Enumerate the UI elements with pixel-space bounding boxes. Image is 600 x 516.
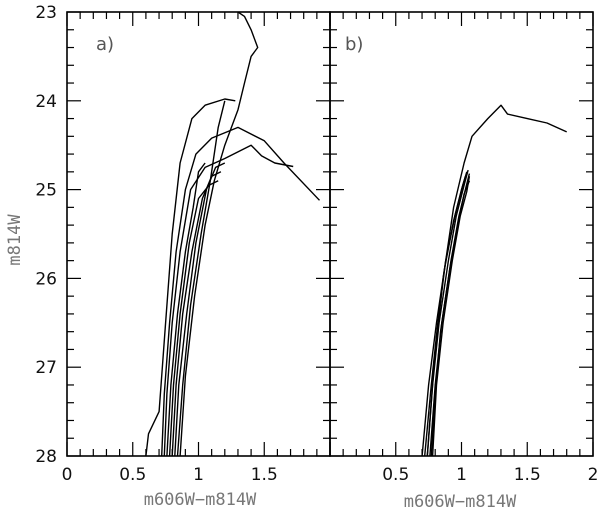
x-tick-label: 2	[588, 465, 599, 485]
x-tick-label: 1	[456, 465, 467, 485]
isochrone-line-a-6	[174, 162, 226, 456]
isochrone-line-b-5	[421, 176, 467, 456]
x-tick-label: 1.5	[251, 465, 278, 485]
isochrone-line-a-7	[176, 100, 226, 456]
x-axis-label-b: m606W−m814W	[404, 492, 517, 512]
x-tick-label: 0	[62, 465, 73, 485]
plot-frame-b	[329, 11, 594, 457]
panel-b-label: b)	[345, 34, 363, 55]
panel-a: 0 0.5 1 1.5 23 24 25 26 27 28	[35, 3, 331, 485]
isochrone-line-b-6	[430, 180, 471, 456]
y-tick-label: 28	[35, 447, 57, 467]
isochrone-line-a-2	[163, 144, 294, 456]
panel-a-label: a)	[96, 34, 114, 55]
x-tick-label: 0.5	[382, 465, 409, 485]
y-tick-label: 24	[35, 92, 57, 112]
x-axis-label-a: m606W−m814W	[144, 490, 257, 510]
y-axis-label: m814W	[5, 214, 25, 266]
isochrone-line-b-1	[426, 169, 469, 456]
isochrone-line-a-0	[145, 98, 236, 456]
isochrone-line-a-8	[179, 12, 259, 456]
x-tick-label: 1	[193, 465, 204, 485]
plot-frame-a	[66, 11, 331, 457]
y-tick-label: 25	[35, 181, 57, 201]
isochrone-line-b-2	[429, 173, 471, 456]
x-tick-label: 0.5	[119, 465, 146, 485]
y-tick-label: 26	[35, 269, 57, 289]
isochrone-line-a-1	[161, 126, 321, 456]
panel-b: 0.5 1 1.5 2	[329, 11, 599, 485]
y-tick-label: 27	[35, 358, 57, 378]
y-tick-label: 23	[35, 3, 57, 23]
isochrone-line-a-3	[166, 162, 206, 456]
x-tick-label: 1.5	[514, 465, 541, 485]
